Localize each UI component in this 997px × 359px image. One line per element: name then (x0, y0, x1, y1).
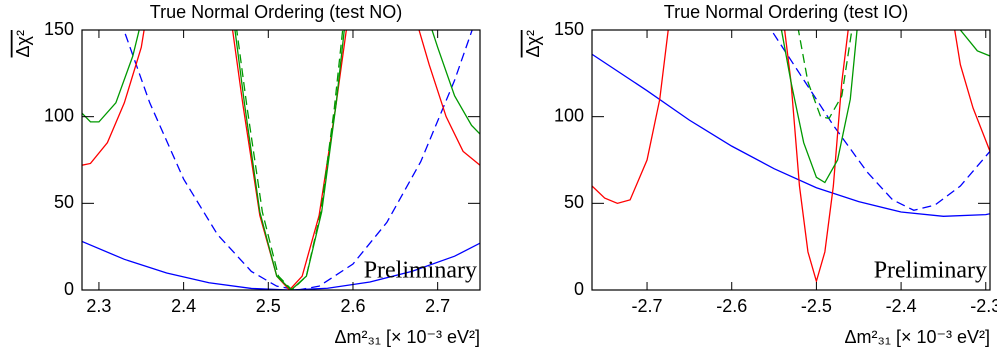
frame (591, 29, 991, 291)
x-tick-label: 2.5 (256, 296, 281, 316)
x-tick-label: -2.3 (970, 296, 997, 316)
y-tick-label: 50 (54, 192, 74, 212)
x-tick-label: 2.6 (340, 296, 365, 316)
panel-title: True Normal Ordering (test IO) (664, 2, 908, 22)
y-tick-label: 150 (44, 19, 74, 39)
panel-title: True Normal Ordering (test NO) (150, 2, 402, 22)
curve (770, 30, 990, 211)
frame (81, 29, 481, 291)
curve (592, 30, 990, 284)
x-tick-label: -2.6 (716, 296, 747, 316)
plot-lines (592, 30, 990, 284)
y-tick-label: 50 (564, 192, 584, 212)
x-tick-label: -2.7 (632, 296, 663, 316)
x-tick-label: -2.4 (886, 296, 917, 316)
curve (82, 240, 480, 290)
x-tick-label: -2.5 (801, 296, 832, 316)
plot-lines (82, 30, 480, 290)
curve (82, 30, 480, 290)
annotation: Preliminary (874, 258, 987, 284)
curve (592, 53, 990, 217)
curve (236, 30, 344, 290)
y-tick-label: 100 (554, 105, 584, 125)
y-tick-label: 0 (64, 279, 74, 299)
curve (797, 30, 853, 120)
y-axis-label: Δχ² (523, 30, 543, 57)
curve (82, 30, 480, 290)
x-axis-label: Δm²₃₁ [× 10⁻³ eV²] (335, 327, 480, 347)
x-tick-label: 2.3 (86, 296, 111, 316)
x-tick-label: 2.4 (171, 296, 196, 316)
curve (780, 30, 990, 184)
y-tick-label: 100 (44, 105, 74, 125)
x-tick-label: 2.7 (425, 296, 450, 316)
y-tick-label: 0 (574, 279, 584, 299)
y-tick-label: 150 (554, 19, 584, 39)
curve (123, 30, 473, 290)
annotation: Preliminary (364, 258, 477, 284)
y-axis-label: Δχ² (13, 30, 33, 57)
x-axis-label: Δm²₃₁ [× 10⁻³ eV²] (845, 327, 990, 347)
